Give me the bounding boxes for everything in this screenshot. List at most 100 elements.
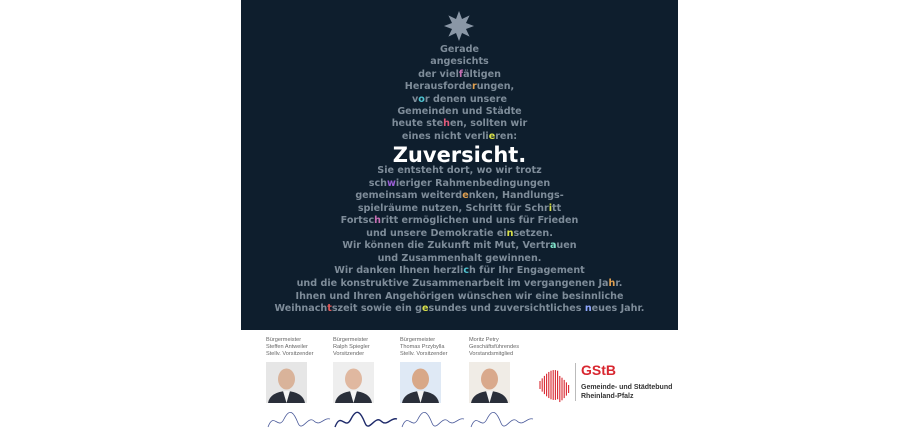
text-line: Fortschritt ermöglichen und uns für Frie… [241, 215, 678, 227]
logo-abbr: GStB [581, 362, 616, 378]
text-line: Weihnachtszeit sowie ein gesundes und zu… [241, 303, 678, 315]
text-line: Wir danken Ihnen herzlich für Ihr Engage… [241, 265, 678, 277]
signature-image [267, 411, 331, 428]
signature-image [334, 411, 398, 428]
text-line: gemeinsam weiterdenken, Handlungs- [241, 190, 678, 202]
text-segment: heute ste [391, 118, 444, 130]
text-segment: Gemeinden und Städte [397, 106, 522, 117]
logo-name: Gemeinde- und Städtebund Rheinland-Pfalz [581, 383, 672, 401]
text-segment: sch [368, 177, 387, 189]
text-segment: Herausforde [404, 81, 472, 93]
text-segment: en, sollten wir [449, 118, 528, 130]
caption-line2: Steffen Antweiler [266, 343, 308, 350]
text-segment: ieriger Rahmenbedingungen [395, 177, 551, 189]
text-segment: und die konstruktive Zusammenarbeit im v… [296, 277, 609, 289]
highlight-letter: h [443, 118, 450, 130]
logo-divider [575, 363, 576, 401]
caption-line3: Stellv. Vorsitzender [266, 350, 314, 357]
highlight-letter: t [327, 303, 332, 315]
text-segment: Sie entsteht dort, wo wir trotz [377, 165, 542, 176]
text-segment: uen [556, 240, 577, 252]
text-line: und die konstruktive Zusammenarbeit im v… [241, 278, 678, 290]
text-segment: r. [615, 277, 623, 289]
text-segment: setzen. [513, 227, 553, 239]
headline: Zuversicht. [392, 143, 527, 167]
text-line: Gerade [241, 44, 678, 56]
caption-line3: Vorstandsmitglied [469, 350, 514, 357]
text-segment: Ihnen und Ihren Angehörigen wünschen wir… [295, 290, 624, 302]
text-segment: und Zusammenhalt gewinnen. [377, 252, 542, 264]
text-line: und unsere Demokratie einsetzen. [241, 228, 678, 240]
highlight-letter: h [608, 277, 616, 289]
caption-line2: Geschäftsführendes [469, 343, 520, 350]
text-line: schwieriger Rahmenbedingungen [241, 178, 678, 190]
signatory-caption: Bürgermeister Steffen Antweiler Stellv. Vo… [266, 337, 313, 357]
highlight-letter: c [463, 265, 469, 277]
text-line: Ihnen und Ihren Angehörigen wünschen wir… [241, 291, 678, 303]
text-line: spielräume nutzen, Schritt für Schritt [241, 203, 678, 215]
caption-line1: Bürgermeister [400, 337, 436, 343]
logo-name-line1: Gemeinde- und Städtebund [581, 384, 673, 391]
text-line: angesichts [241, 56, 678, 68]
highlight-letter: e [462, 190, 469, 202]
text-segment: Fortsc [340, 215, 375, 227]
text-segment: eues Jahr. [591, 303, 645, 315]
text-segment: nken, Handlungs- [468, 190, 564, 202]
highlight-letter: e [421, 303, 429, 315]
text-line: heute stehen, sollten wir [241, 118, 678, 130]
highlight-letter: e [488, 130, 496, 142]
signatory-caption: Moritz Petry Geschäftsführendes Vorstandsm… [469, 337, 519, 357]
greeting-card: Gerade angesichts der vielfältigen Herausfo… [241, 0, 678, 330]
logo-name-line2: Rheinland-Pfalz [581, 393, 634, 400]
highlight-letter: r [471, 81, 477, 93]
text-segment: ältigen [463, 68, 501, 80]
text-segment: angesichts [430, 56, 489, 68]
text-segment: ren: [495, 130, 518, 142]
text-segment: Wir können die Zukunft mit Mut, Vertr [342, 240, 550, 252]
text-segment: Weihnach [274, 303, 328, 315]
caption-line1: Bürgermeister [266, 337, 302, 343]
portrait-photo [333, 362, 374, 403]
caption-line2: Thomas Przybylla [400, 343, 445, 350]
text-segment: eines nicht verli [401, 130, 489, 142]
text-segment: ritt ermöglichen und uns für Frieden [381, 215, 579, 227]
text-segment: sundes und zuversichtliches [428, 303, 585, 315]
text-segment: Gerade [440, 44, 479, 55]
highlight-letter: w [386, 177, 396, 189]
text-line: Herausforderungen, [241, 81, 678, 93]
caption-line1: Bürgermeister [333, 337, 369, 343]
text-segment: spielräume nutzen, Schritt für Schr [357, 202, 549, 214]
highlight-letter: n [584, 303, 592, 315]
signatory-caption: Bürgermeister Ralph Spiegler Vorsitzender [333, 337, 370, 357]
text-line: Wir können die Zukunft mit Mut, Vertraue… [241, 240, 678, 252]
text-segment: h für Ihr Engagement [469, 265, 585, 277]
text-segment: und unsere Demokratie ei [366, 227, 507, 239]
text-segment: v [412, 93, 419, 105]
text-segment: ungen, [476, 81, 515, 93]
text-line: Sie entsteht dort, wo wir trotz [241, 165, 678, 177]
text-line: vor denen unsere [241, 94, 678, 106]
star-icon [444, 11, 474, 41]
caption-line3: Vorsitzender [333, 350, 365, 357]
gstb-logo: GStB Gemeinde- und Städtebund Rheinland-P… [538, 362, 678, 404]
highlight-letter: n [506, 227, 514, 239]
signature-image [470, 411, 534, 428]
highlight-letter: o [418, 93, 425, 105]
highlight-letter: i [548, 202, 552, 214]
portrait-photo [469, 362, 510, 403]
portrait-photo [400, 362, 441, 403]
text-segment: r denen unsere [424, 93, 507, 105]
portrait-photo [266, 362, 307, 403]
text-line: und Zusammenhalt gewinnen. [241, 253, 678, 265]
text-segment: der viel [418, 68, 459, 80]
caption-line2: Ralph Spiegler [333, 343, 370, 350]
text-segment: szeit sowie ein g [331, 303, 422, 315]
text-line: Gemeinden und Städte [241, 106, 678, 118]
text-segment: Wir danken Ihnen herzli [334, 265, 464, 277]
text-segment: tt [552, 202, 562, 214]
highlight-letter: h [374, 215, 381, 227]
caption-line1: Moritz Petry [469, 337, 499, 343]
highlight-letter: a [549, 240, 557, 252]
rheinland-pfalz-map-icon [539, 370, 570, 403]
caption-line3: Stellv. Vorsitzender [400, 350, 448, 357]
